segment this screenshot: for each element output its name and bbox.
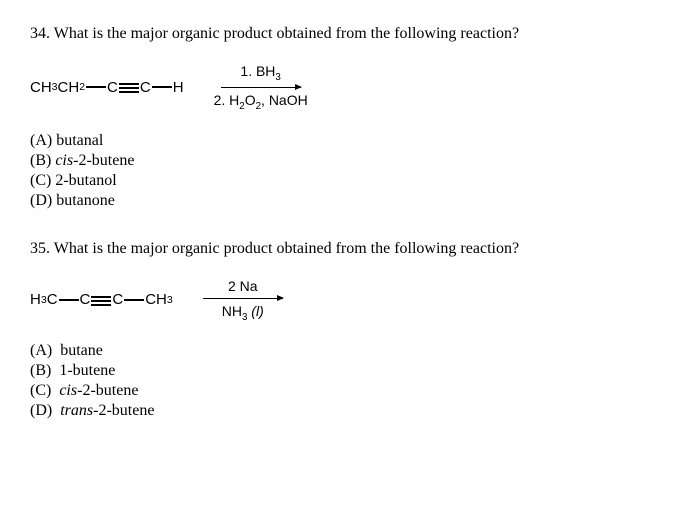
single-bond-icon: [152, 86, 172, 88]
reagent-text: 1. BH: [240, 63, 275, 79]
subscript: 3: [167, 294, 173, 306]
q35-prompt: 35. What is the major organic product ob…: [30, 240, 670, 258]
arrow-icon: [203, 298, 283, 299]
option-label: (C): [30, 382, 51, 399]
q34-options: (A) butanal (B) cis-2-butene (C) 2-butan…: [30, 132, 670, 210]
reagent-text: NH: [222, 303, 242, 319]
reagent-text: , NaOH: [261, 92, 308, 108]
q34-reactant: CH3CH2 C C H: [30, 79, 184, 96]
atom: C: [112, 291, 123, 308]
option-text: -2-butene: [77, 382, 138, 399]
option-label: (A): [30, 132, 52, 149]
single-bond-icon: [124, 299, 144, 301]
option-b: (B) cis-2-butene: [30, 152, 670, 170]
q34-reagents: 1. BH3 2. H2O2, NaOH: [214, 63, 308, 112]
atom: H: [173, 79, 184, 96]
option-label: (C): [30, 172, 51, 189]
q35-reagent-top: 2 Na: [228, 278, 258, 294]
q34-prompt: 34. What is the major organic product ob…: [30, 25, 670, 43]
option-label: (A): [30, 342, 52, 359]
reagent-text: (l): [247, 303, 263, 319]
option-text: butanone: [56, 192, 115, 209]
option-b: (B) 1-butene: [30, 362, 670, 380]
q34-reaction: CH3CH2 C C H 1. BH3 2. H2O2, NaOH: [30, 63, 670, 112]
atom: H: [30, 291, 41, 308]
q35-text: What is the major organic product obtain…: [54, 240, 519, 257]
subscript: 2: [79, 81, 85, 93]
q35-reagent-bottom: NH3 (l): [222, 303, 264, 323]
subscript: 3: [275, 72, 280, 83]
option-prefix: cis: [59, 382, 77, 399]
option-text: 1-butene: [59, 362, 115, 379]
single-bond-icon: [59, 299, 79, 301]
option-c: (C) 2-butanol: [30, 172, 670, 190]
option-text: -2-butene: [73, 152, 134, 169]
q34-text: What is the major organic product obtain…: [54, 25, 519, 42]
option-text: -2-butene: [93, 402, 154, 419]
option-prefix: trans: [60, 402, 93, 419]
q34-reagent-bottom: 2. H2O2, NaOH: [214, 92, 308, 112]
q34-reagent-top: 1. BH3: [240, 63, 280, 83]
option-text: butanal: [56, 132, 103, 149]
atom: C: [80, 291, 91, 308]
atom: CH: [145, 291, 167, 308]
option-label: (D): [30, 402, 52, 419]
option-d: (D) butanone: [30, 192, 670, 210]
reagent-text: O: [245, 92, 256, 108]
option-text: butane: [60, 342, 103, 359]
q35-reactant: H3C C C CH3: [30, 291, 173, 308]
atom: CH: [58, 79, 80, 96]
option-label: (B): [30, 362, 51, 379]
atom: C: [107, 79, 118, 96]
option-prefix: cis: [55, 152, 73, 169]
option-label: (B): [30, 152, 51, 169]
option-label: (D): [30, 192, 52, 209]
q35-reagents: 2 Na NH3 (l): [203, 278, 283, 323]
atom: CH: [30, 79, 52, 96]
option-d: (D) trans-2-butene: [30, 402, 670, 420]
option-c: (C) cis-2-butene: [30, 382, 670, 400]
q35-reaction: H3C C C CH3 2 Na NH3 (l): [30, 278, 670, 323]
single-bond-icon: [86, 86, 106, 88]
option-a: (A) butanal: [30, 132, 670, 150]
q35-number: 35.: [30, 240, 50, 257]
atom: C: [140, 79, 151, 96]
option-text: 2-butanol: [55, 172, 116, 189]
q35-options: (A) butane (B) 1-butene (C) cis-2-butene…: [30, 342, 670, 420]
reagent-text: 2. H: [214, 92, 240, 108]
q34-number: 34.: [30, 25, 50, 42]
option-a: (A) butane: [30, 342, 670, 360]
arrow-icon: [221, 87, 301, 88]
atom: C: [47, 291, 58, 308]
